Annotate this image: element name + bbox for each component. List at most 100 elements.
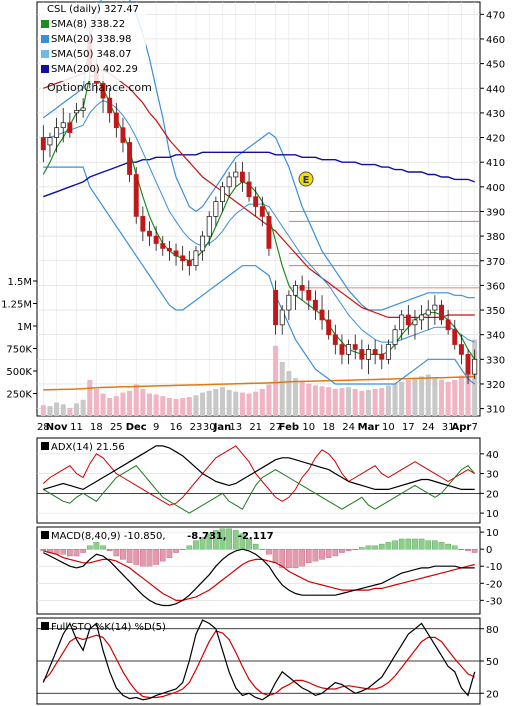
volume-bar (332, 389, 338, 416)
candle-body (412, 319, 418, 326)
event-marker-circle (298, 171, 314, 187)
volume-bar (80, 399, 86, 416)
candle-body (439, 304, 444, 321)
sma20-line (43, 100, 475, 343)
macd-histogram-bar (206, 533, 213, 550)
volume-bar (346, 387, 352, 416)
bollinger-lower-line (43, 166, 476, 385)
legend-swatch (41, 20, 49, 28)
volume-bar (458, 375, 464, 416)
macd-histogram-bar (279, 549, 286, 569)
macd-line (43, 548, 475, 607)
watermark: OptionChance.com (47, 81, 152, 94)
price-y-tick-label: 390 (486, 207, 505, 218)
candle-body (200, 235, 206, 252)
macd-histogram-bar (471, 549, 478, 553)
macd-histogram-bar (272, 549, 279, 563)
x-tick-label: 23 (190, 422, 203, 433)
macd-histogram-bar (339, 549, 345, 553)
volume-bar (180, 398, 186, 416)
price-y-tick-label: 420 (486, 134, 505, 145)
candle-body (259, 206, 265, 217)
macd-histogram-bar (252, 543, 259, 550)
volume-bar (213, 389, 219, 416)
macd-histogram-bar (73, 549, 80, 557)
candle-body (432, 304, 438, 311)
volume-bar (352, 389, 358, 416)
sto-legend-swatch (41, 622, 49, 630)
macd-y-tick-label: -20 (486, 579, 502, 590)
macd-histogram-bar (299, 549, 305, 567)
price-y-tick-label: 400 (486, 183, 505, 194)
adx-legend-swatch (41, 442, 49, 450)
x-tick-label: 16 (170, 422, 183, 433)
candle-body (405, 314, 411, 326)
x-tick-label: 10 (382, 422, 395, 433)
price-y-tick-label: 380 (486, 232, 505, 243)
x-tick-label: 25 (110, 422, 123, 433)
candle-body (279, 309, 285, 326)
candle-body (319, 309, 325, 321)
x-tick-label: 21 (249, 422, 262, 433)
volume-bar (87, 380, 93, 416)
macd-histogram-bar (359, 547, 365, 550)
macd-histogram-bar (226, 528, 232, 550)
price-y-tick-label: 440 (486, 84, 505, 95)
volume-bar (73, 403, 80, 416)
candle-body (206, 216, 212, 237)
macd-histogram-bar (106, 549, 113, 552)
candle-body (60, 122, 66, 129)
candle-body (67, 122, 73, 133)
adx-legend-label: ADX(14) 21.56 (51, 442, 125, 453)
macd-histogram-bar (213, 530, 219, 550)
macd-histogram-bar (113, 549, 120, 557)
macd-histogram-bar (86, 545, 93, 550)
volume-bar (445, 381, 451, 416)
volume-bar (279, 362, 285, 416)
volume-y-tick-label: 1.25M (1, 300, 32, 311)
macd-y-tick-label: 10 (486, 528, 499, 539)
adx-legend: ADX(14) 21.56 (41, 442, 125, 453)
macd-histogram-bar (378, 543, 385, 550)
macd-legend: MACD(8,40,9) -10.850, -8.731, -2.117 (41, 531, 274, 542)
sto-panel: Full STO %K(14) %D(5) 20 50 80 (36, 617, 499, 705)
legend-swatch (41, 35, 49, 43)
volume-bar (379, 388, 385, 416)
candle-body (147, 230, 152, 237)
price-y-tick-label: 430 (486, 109, 505, 120)
candle-body (385, 344, 391, 360)
volume-bar (326, 387, 332, 416)
volume-bar (173, 398, 179, 416)
candle-body (465, 354, 471, 375)
price-y-tick-label: 330 (486, 355, 505, 366)
macd-histogram-bar (292, 549, 299, 569)
volume-bar (160, 396, 166, 416)
candle-body (366, 349, 371, 360)
macd-histogram-bar (392, 540, 398, 550)
macd-histogram-bar (385, 542, 392, 550)
volume-bar (365, 389, 372, 416)
volume-bar (359, 390, 365, 416)
macd-histogram-bar (67, 549, 73, 557)
price-y-tick-label: 350 (486, 306, 505, 317)
price-y-tick-label: 410 (486, 158, 505, 169)
x-tick-label: Jan (213, 422, 232, 433)
candle-body (359, 349, 365, 360)
candle-body (399, 314, 405, 331)
macd-histogram-bar (173, 549, 179, 553)
candle-body (74, 110, 79, 114)
volume-bar (246, 393, 252, 416)
macd-legend-swatch (41, 531, 49, 539)
x-tick-label: Feb (279, 422, 299, 433)
macd-y-tick-label: -10 (486, 562, 502, 573)
macd-histogram-bar (312, 549, 319, 562)
sto-y-tick-label: 80 (486, 625, 499, 636)
macd-histogram-bar (465, 549, 471, 552)
macd-histogram-bar (232, 530, 239, 550)
macd-histogram-bar (352, 549, 359, 550)
legend-label: SMA(20) 338.98 (51, 34, 132, 45)
macd-histogram-bar (40, 549, 47, 552)
candle-body (339, 344, 345, 355)
macd-histogram-bar (179, 549, 186, 550)
sto-d-line (42, 630, 475, 699)
